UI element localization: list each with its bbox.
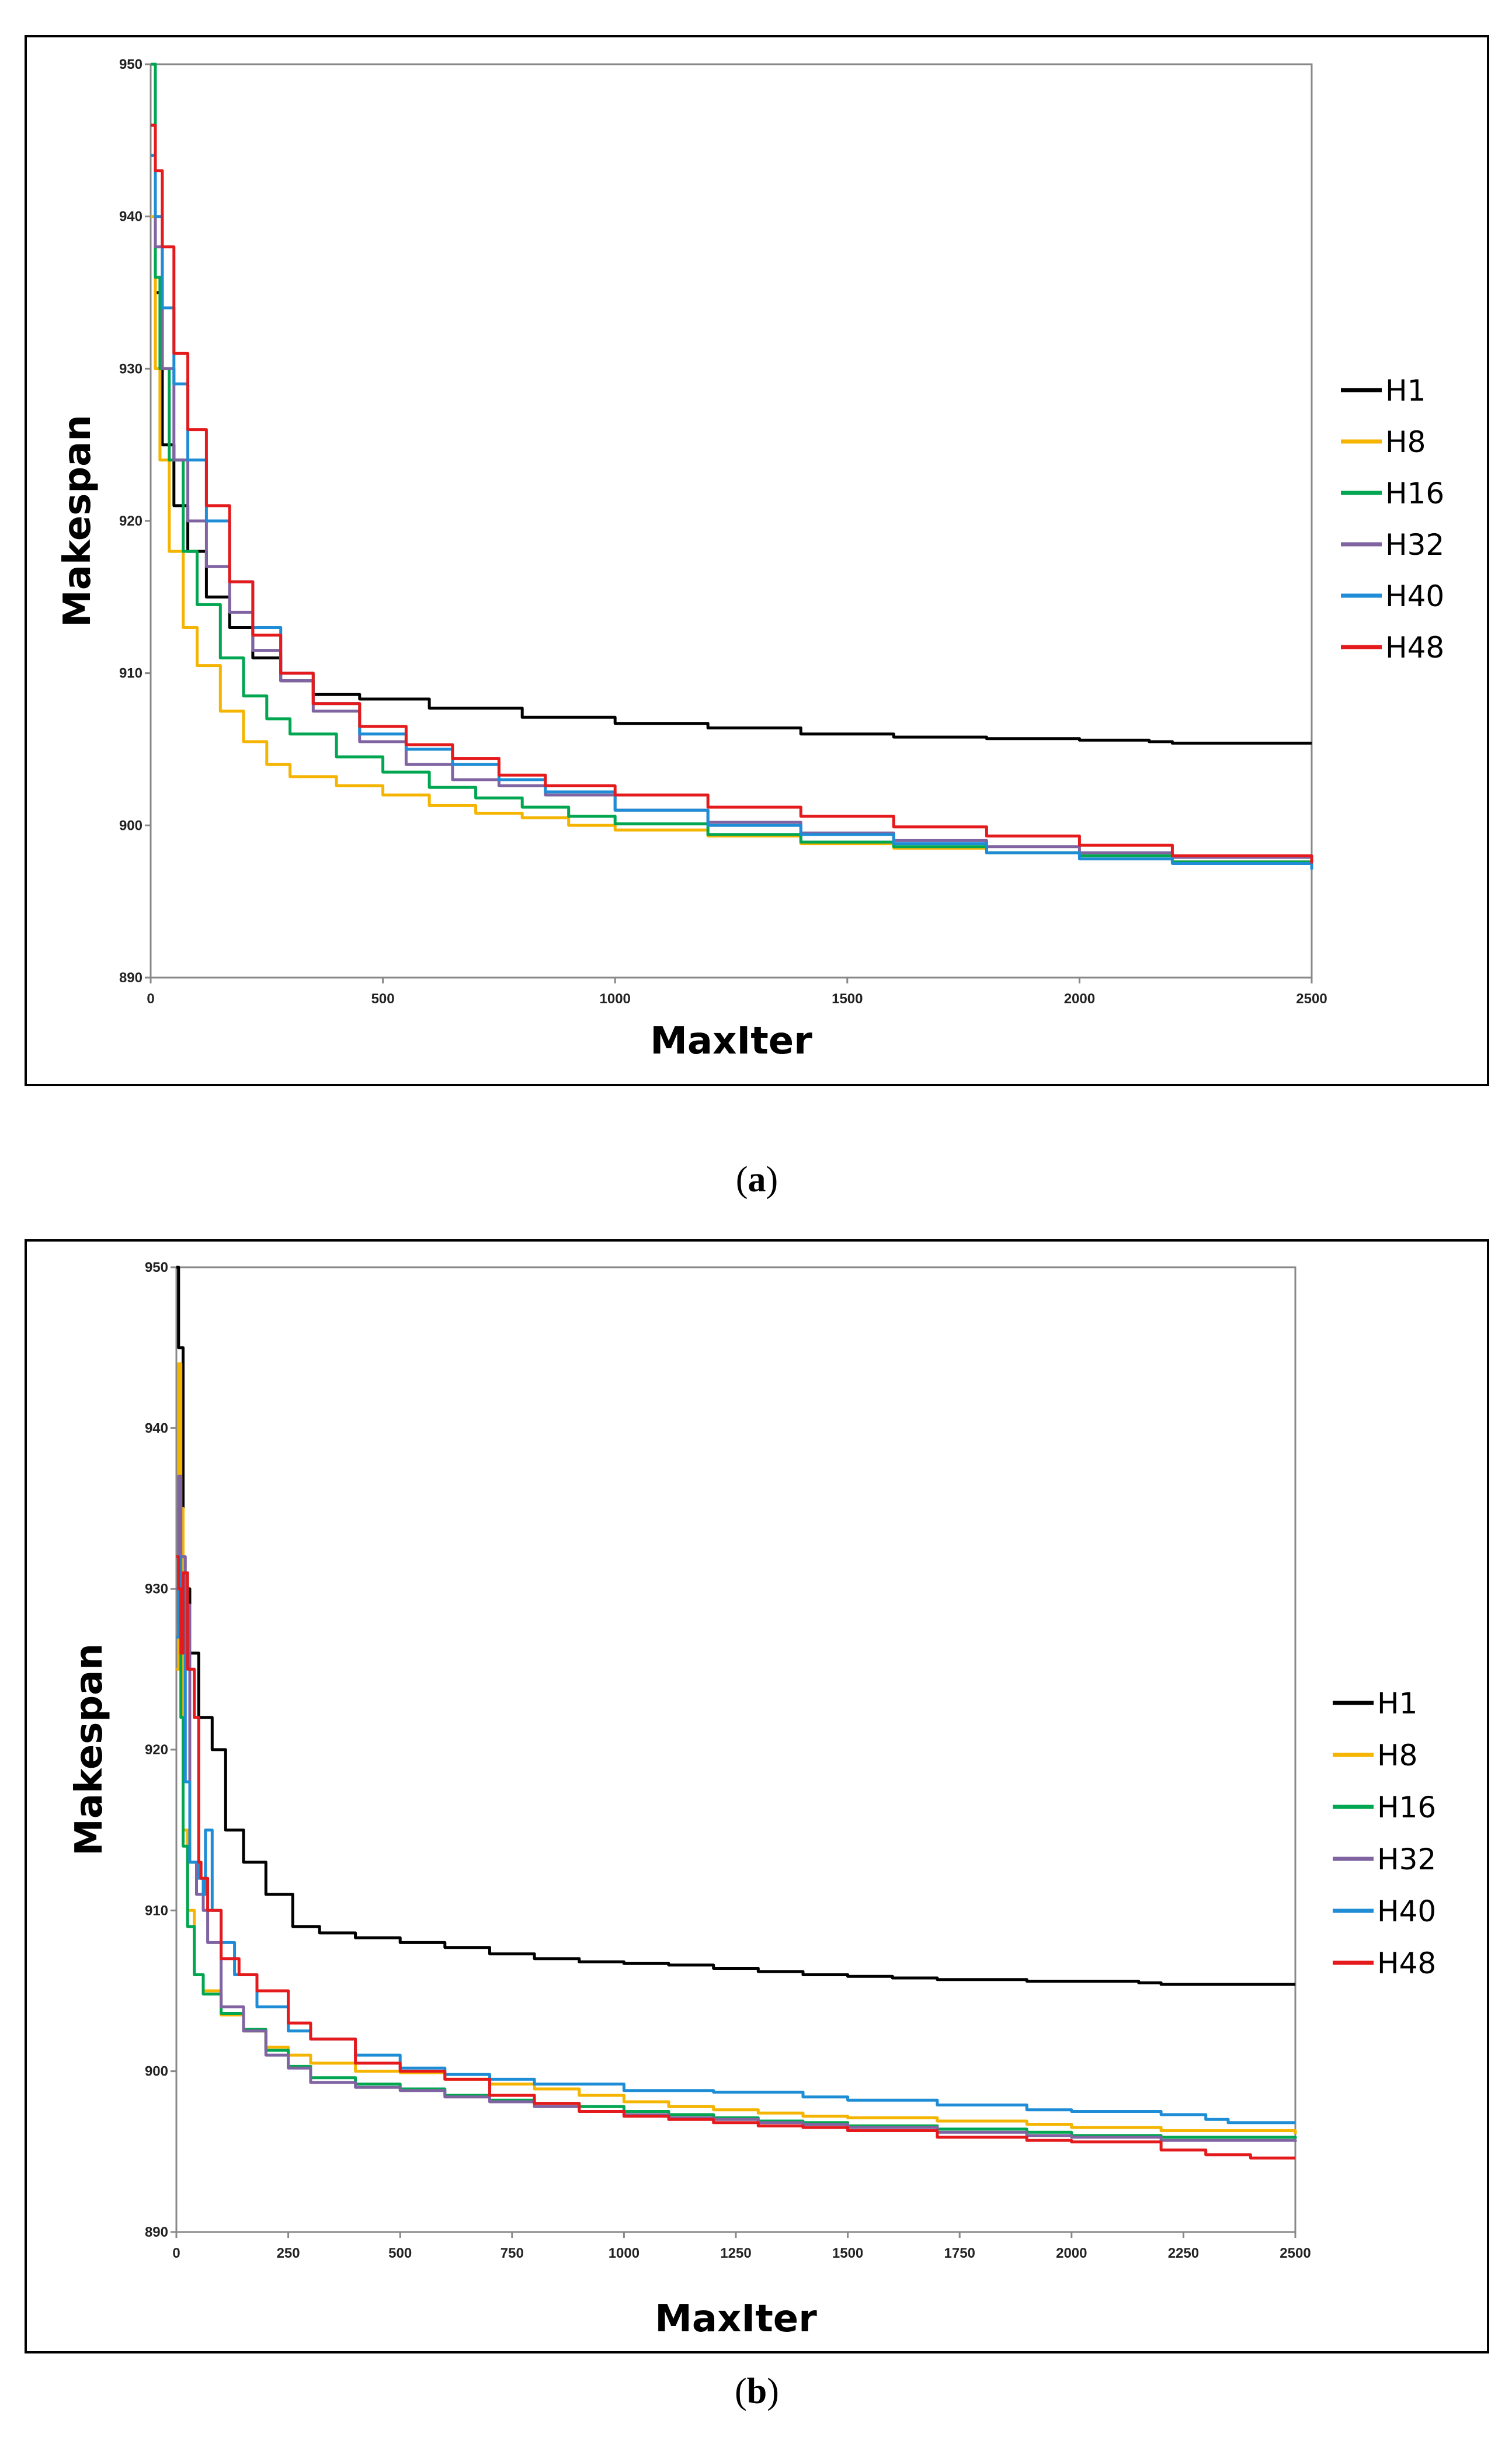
chart-b-series-h8	[176, 1362, 1297, 2134]
chart-a-y-tick-label: 930	[119, 361, 142, 377]
chart-b-legend-label-h40: H40	[1377, 1894, 1436, 1928]
chart-a-x-tick-label: 500	[371, 991, 395, 1007]
chart-b-svg: 890 900 910 920 930 940 950 0 250 500 750 1000 1250 1…	[68, 1260, 1436, 2341]
chart-b-legend-label-h16: H16	[1377, 1791, 1436, 1824]
chart-a-y-axis-title: Makespan	[56, 415, 99, 627]
chart-b-legend-label-h32: H32	[1377, 1842, 1436, 1876]
chart-a-legend-label-h1: H1	[1385, 374, 1426, 408]
chart-b-y-tick-label: 900	[145, 2064, 168, 2080]
chart-b-x-tick-label: 500	[388, 2245, 412, 2261]
chart-b-x-tick-label: 1250	[720, 2245, 751, 2261]
chart-a-y-tick-label: 940	[119, 209, 142, 225]
chart-a-y-tick-label: 910	[119, 666, 142, 682]
chart-b-x-axis-title: MaxIter	[655, 2297, 817, 2341]
chart-b-x-tick-label: 750	[500, 2245, 524, 2261]
chart-a-series-h48	[151, 123, 1313, 864]
chart-a-y-tick-label: 890	[119, 970, 142, 986]
chart-b-y-tick-label: 940	[145, 1420, 168, 1436]
chart-a-series-h16	[151, 62, 1313, 865]
chart-a-legend-label-h32: H32	[1385, 528, 1444, 562]
chart-b-y-tick-label: 920	[145, 1742, 168, 1758]
chart-b-series-h32	[176, 1475, 1297, 2142]
chart-a-series-h1	[151, 62, 1312, 745]
chart-b-series-h48	[176, 1555, 1295, 2160]
chart-a-legend-label-h8: H8	[1385, 425, 1426, 459]
chart-a-legend-label-h48: H48	[1385, 631, 1444, 665]
chart-b-legend-label-h48: H48	[1377, 1946, 1436, 1980]
chart-a-x-tick-label: 0	[147, 991, 154, 1007]
chart-b-plot-frame	[175, 1266, 1297, 2233]
chart-b-y-tick-label: 950	[145, 1260, 168, 1275]
chart-a-y-tick-label: 950	[119, 57, 142, 72]
chart-a-y-tick-label: 920	[119, 513, 142, 529]
chart-b-series-h16	[176, 1587, 1297, 2139]
chart-b-y-tick-label: 910	[145, 1903, 168, 1918]
chart-a-legend-label-h40: H40	[1385, 579, 1444, 613]
caption-a-letter: a	[748, 1160, 766, 1200]
chart-b-y-tick-label: 930	[145, 1581, 168, 1597]
chart-a-plot-frame	[150, 63, 1313, 979]
chart-b-series-h40	[176, 1555, 1295, 2125]
chart-a-y-tick-label: 900	[119, 818, 142, 833]
chart-b-x-tick-label: 2500	[1280, 2245, 1311, 2261]
chart-a-x-tick-label: 1500	[832, 991, 863, 1007]
chart-a-series-h8	[151, 215, 1313, 865]
caption-b: (b)	[735, 2372, 779, 2411]
chart-a-series-h40	[151, 154, 1313, 870]
chart-a-x-tick-label: 1000	[600, 991, 631, 1007]
chart-b-x-tick-label: 2000	[1056, 2245, 1087, 2261]
chart-b-legend-label-h1: H1	[1377, 1687, 1417, 1720]
chart-a-x-tick-label: 2500	[1296, 991, 1327, 1007]
chart-a-series-h32	[151, 123, 1313, 859]
chart-b-x-tick-label: 1000	[609, 2245, 639, 2261]
chart-a-x-tick-label: 2000	[1064, 991, 1095, 1007]
chart-a-legend-label-h16: H16	[1385, 477, 1444, 510]
chart-panel-b: 890 900 910 920 930 940 950 0 250 500 750 1000 1250 1…	[25, 1239, 1489, 2353]
chart-panel-a: 890 900 910 920 930 940 950 0 500 1000 1500 2000 250…	[25, 35, 1489, 1086]
chart-a-svg: 890 900 910 920 930 940 950 0 500 1000 1500 2000 250…	[56, 57, 1444, 1063]
chart-b-x-tick-label: 250	[277, 2245, 300, 2261]
chart-b-series-h1	[176, 1266, 1295, 1986]
chart-b-x-tick-label: 1750	[944, 2245, 975, 2261]
chart-b-x-tick-label: 0	[172, 2245, 180, 2261]
caption-a: (a)	[735, 1160, 778, 1200]
caption-b-letter: b	[746, 2372, 767, 2411]
chart-b-x-tick-label: 1500	[832, 2245, 863, 2261]
chart-b-y-tick-label: 890	[145, 2224, 168, 2240]
chart-a-x-axis-title: MaxIter	[650, 1020, 812, 1063]
chart-b-legend-label-h8: H8	[1377, 1739, 1417, 1772]
chart-b-x-tick-label: 2250	[1168, 2245, 1199, 2261]
chart-b-y-axis-title: Makespan	[68, 1643, 111, 1856]
